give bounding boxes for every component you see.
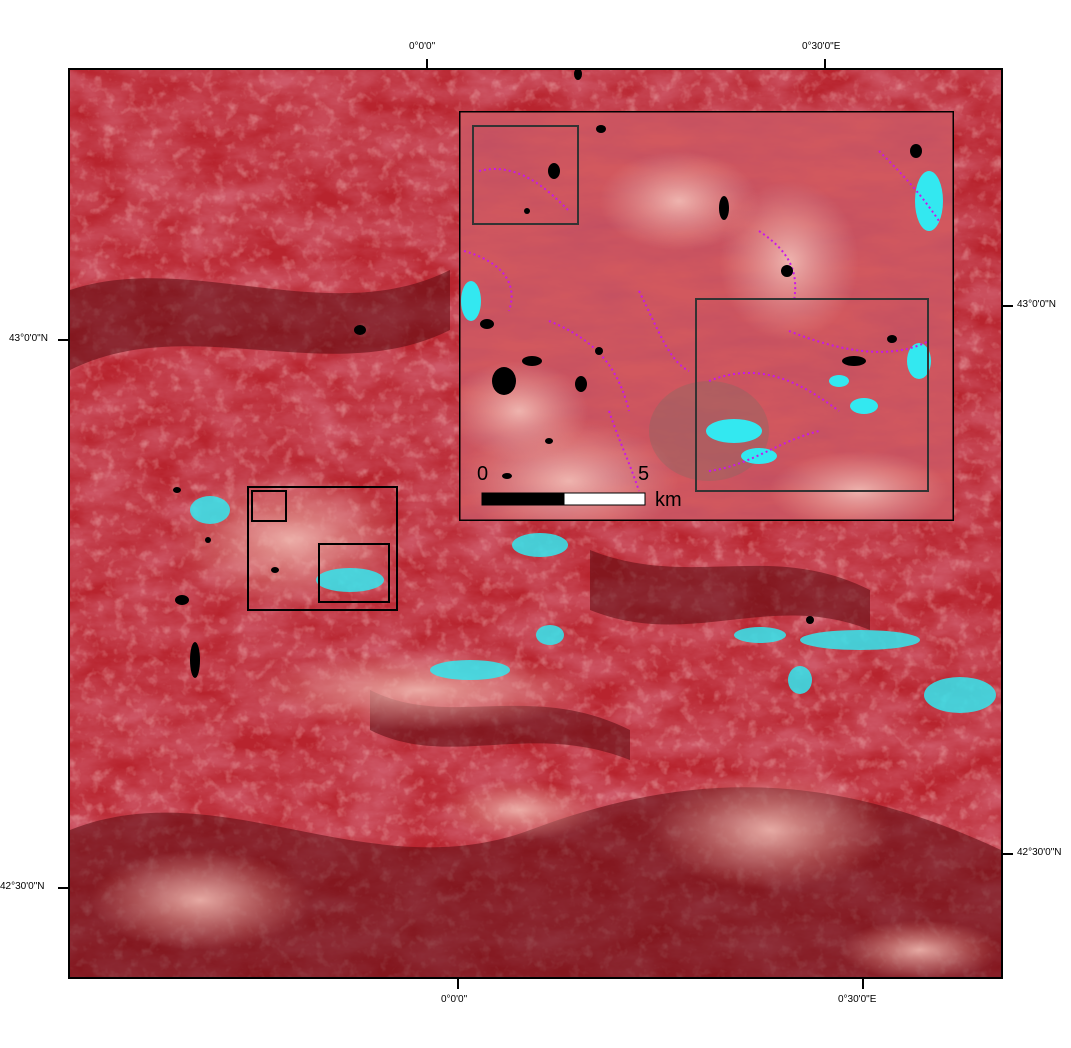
snow-ice-areas xyxy=(190,496,996,713)
inset-subset-box-large xyxy=(695,298,929,492)
top-lon-label-0: 0°0'0" xyxy=(409,41,436,52)
satellite-map: 0 5 km xyxy=(68,68,1003,979)
false-color-imagery xyxy=(70,70,1001,977)
left-lat-label-43n: 43°0'0"N xyxy=(9,333,48,344)
left-lat-label-4230n: 42°30'0"N xyxy=(0,881,45,892)
scale-bar-start-label: 0 xyxy=(477,463,489,485)
subset-boxes-main xyxy=(247,486,398,611)
left-lat-tick-4230n xyxy=(58,887,68,889)
main-subset-box-large xyxy=(318,543,390,603)
top-lon-tick-0 xyxy=(426,59,428,69)
bottom-lon-tick-0 xyxy=(457,979,459,989)
scale-bar-unit-label: km xyxy=(655,489,682,511)
scale-bar xyxy=(481,492,646,506)
bottom-lon-label-0: 0°0'0" xyxy=(441,994,468,1005)
inset-lakes xyxy=(480,125,922,479)
inset-subset-box-small xyxy=(472,125,579,225)
left-lat-tick-43n xyxy=(58,339,68,341)
right-lat-label-4230n: 42°30'0"N xyxy=(1017,847,1062,858)
bottom-lon-tick-30e xyxy=(862,979,864,989)
inset-map xyxy=(459,111,954,521)
scale-bar-end-label: 5 xyxy=(638,463,650,485)
right-lat-tick-43n xyxy=(1003,305,1013,307)
lakes xyxy=(173,70,814,678)
main-study-area-box xyxy=(247,486,398,611)
right-lat-label-43n: 43°0'0"N xyxy=(1017,299,1056,310)
inset-classification-edges xyxy=(463,150,940,492)
top-lon-tick-30e xyxy=(824,59,826,69)
bottom-lon-label-30e: 0°30'0"E xyxy=(838,994,877,1005)
main-subset-box-small xyxy=(251,490,287,522)
right-lat-tick-4230n xyxy=(1003,853,1013,855)
top-lon-label-30e: 0°30'0"E xyxy=(802,41,841,52)
